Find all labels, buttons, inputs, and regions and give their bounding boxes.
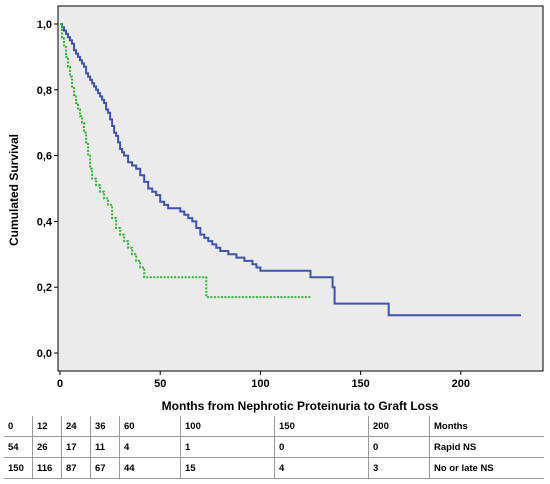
risk-cell: 44 xyxy=(119,457,181,479)
risk-header-cell: 0 xyxy=(4,416,33,437)
y-axis-title: Cumulated Survival xyxy=(7,134,21,246)
risk-cell: 0 xyxy=(274,436,369,458)
risk-cell: 116 xyxy=(32,457,62,479)
risk-cell: 150 xyxy=(4,457,33,479)
risk-cell: 0 xyxy=(368,436,430,458)
y-tick-label: 0,4 xyxy=(37,216,53,228)
risk-cell: 15 xyxy=(180,457,275,479)
series-line-rapid-ns xyxy=(60,23,311,299)
risk-cell: 54 xyxy=(4,436,33,458)
risk-header-cell: 60 xyxy=(119,416,181,437)
risk-cell: 67 xyxy=(90,457,120,479)
risk-header-cell: 12 xyxy=(32,416,62,437)
risk-group-label: Rapid NS xyxy=(429,436,544,458)
risk-cell: 3 xyxy=(368,457,430,479)
risk-header-cell: 200 xyxy=(368,416,430,437)
x-tick-label: 100 xyxy=(251,378,269,390)
x-tick-label: 50 xyxy=(154,378,166,390)
risk-header-cell: Months xyxy=(429,416,544,437)
x-axis: 0 50 100 150 200 xyxy=(57,371,470,390)
y-tick-label: 0,6 xyxy=(37,151,52,163)
risk-table-row: 150 116 87 67 44 15 4 3 No or late NS xyxy=(4,457,544,479)
risk-cell: 26 xyxy=(32,436,62,458)
risk-cell: 1 xyxy=(180,436,275,458)
y-tick-label: 1,0 xyxy=(37,19,52,31)
y-axis: 0,0 0,2 0,4 0,6 0,8 1,0 xyxy=(37,19,58,360)
risk-header-cell: 36 xyxy=(90,416,120,437)
risk-group-label: No or late NS xyxy=(429,457,544,479)
survival-curves xyxy=(60,23,521,317)
risk-cell: 4 xyxy=(119,436,181,458)
risk-header-cell: 24 xyxy=(61,416,91,437)
x-tick-label: 200 xyxy=(452,378,470,390)
x-tick-label: 0 xyxy=(57,378,63,390)
risk-header-cell: 100 xyxy=(180,416,275,437)
km-chart: 0,0 0,2 0,4 0,6 0,8 1,0 0 50 100 150 200 Cumulate… xyxy=(7,5,544,413)
plot-area xyxy=(57,5,544,372)
y-tick-label: 0,2 xyxy=(37,282,52,294)
y-tick-label: 0,0 xyxy=(37,348,52,360)
risk-cell: 17 xyxy=(61,436,91,458)
risk-cell: 87 xyxy=(61,457,91,479)
risk-table: 0 12 24 36 60 100 150 200 Months 54 26 1… xyxy=(4,416,544,479)
x-axis-title: Months from Nephrotic Proteinuria to Gra… xyxy=(162,399,439,413)
risk-table-header: 0 12 24 36 60 100 150 200 Months xyxy=(4,416,544,437)
risk-header-cell: 150 xyxy=(274,416,369,437)
x-tick-label: 150 xyxy=(351,378,369,390)
series-line-no-or-late-ns xyxy=(60,23,521,317)
risk-cell: 4 xyxy=(274,457,369,479)
risk-cell: 11 xyxy=(90,436,120,458)
risk-table-row: 54 26 17 11 4 1 0 0 Rapid NS xyxy=(4,436,544,458)
y-tick-label: 0,8 xyxy=(37,85,52,97)
